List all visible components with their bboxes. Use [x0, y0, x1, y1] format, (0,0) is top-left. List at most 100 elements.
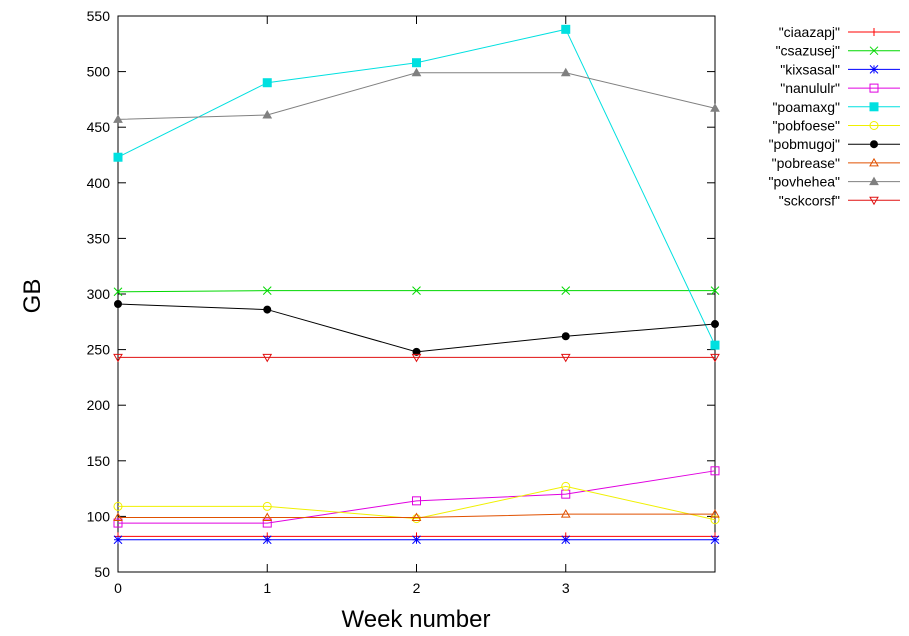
legend-item: "kixsasal": [780, 61, 900, 77]
data-point: [113, 152, 123, 162]
legend-label: "ciaazapj": [779, 24, 840, 40]
data-point: [561, 535, 571, 545]
legend-item: "nanululr": [780, 80, 900, 96]
legend-label: "pobfoese": [772, 118, 840, 134]
marker-shape: [113, 353, 123, 363]
marker-stroke: [262, 286, 272, 296]
marker-shape: [411, 67, 422, 77]
marker-shape: [262, 78, 272, 88]
legend-item: "poamaxg": [772, 99, 900, 115]
y-tick-label: 350: [87, 230, 111, 246]
y-tick-label: 500: [87, 64, 111, 80]
data-point: [711, 320, 719, 329]
y-axis-title: GB: [19, 279, 46, 314]
series-line: [117, 28, 716, 346]
marker-shape: [710, 340, 720, 350]
data-point: [263, 305, 272, 314]
legend-marker: [869, 65, 879, 74]
marker-stroke: [869, 65, 879, 74]
marker-shape: [412, 347, 421, 356]
marker-shape: [113, 512, 123, 522]
marker-shape: [412, 514, 421, 524]
data-point: [710, 286, 720, 296]
marker-shape: [710, 103, 720, 112]
data-point: [561, 24, 571, 34]
marker-shape: [114, 300, 122, 309]
series: [113, 466, 720, 528]
marker-shape: [710, 353, 720, 363]
legend-marker: [870, 140, 878, 149]
data-point: [411, 67, 422, 77]
marker-stroke: [710, 286, 720, 296]
marker-stroke: [262, 535, 272, 545]
legend-label: "pobrease": [772, 155, 840, 171]
legend-item: "ciaazapj": [779, 24, 900, 40]
marker-stroke: [561, 286, 571, 296]
data-point: [412, 514, 421, 524]
data-point: [412, 535, 421, 545]
x-tick-label: 0: [114, 580, 122, 596]
data-point: [560, 67, 571, 77]
series-line: [118, 470, 716, 524]
marker-shape: [113, 114, 123, 123]
data-point: [113, 501, 123, 511]
series: [113, 24, 720, 350]
data-point: [412, 286, 421, 296]
data-point: [113, 353, 123, 363]
series-line: [117, 303, 716, 353]
x-axis: 0 1 2 3: [114, 16, 570, 596]
marker-shape: [561, 24, 571, 34]
marker-stroke: [710, 535, 720, 545]
marker-shape: [262, 501, 272, 511]
marker-shape: [869, 157, 879, 167]
marker-shape: [411, 353, 422, 363]
marker-shape: [412, 496, 421, 506]
legend-marker: [869, 157, 879, 167]
data-point: [560, 509, 571, 518]
series-layer: [113, 24, 720, 545]
marker-stroke: [561, 535, 571, 545]
data-point: [710, 509, 720, 518]
marker-shape: [262, 109, 273, 119]
legend-label: "nanululr": [780, 80, 840, 96]
marker-shape: [262, 518, 272, 528]
series: [113, 535, 720, 545]
series-line: [118, 513, 715, 519]
marker-shape: [869, 102, 879, 112]
legend-item: "pobmugoj": [769, 136, 900, 152]
legend-label: "kixsasal": [780, 61, 840, 77]
legend-item: "povhehea": [769, 174, 900, 190]
series: [113, 481, 720, 525]
data-point: [412, 58, 421, 68]
marker-stroke: [412, 286, 421, 296]
data-point: [262, 286, 272, 296]
marker-shape: [711, 320, 719, 329]
legend-label: "povhehea": [769, 174, 840, 190]
y-tick-label: 550: [87, 8, 111, 24]
data-point: [113, 518, 123, 528]
legend-label: "poamaxg": [772, 99, 840, 115]
data-point: [262, 535, 272, 545]
marker-shape: [869, 121, 879, 130]
data-point: [412, 496, 421, 506]
marker-stroke: [412, 535, 421, 545]
marker-stroke: [113, 287, 123, 297]
y-tick-label: 200: [87, 397, 111, 413]
marker-shape: [560, 67, 571, 77]
data-point: [710, 466, 720, 476]
y-tick-label: 400: [87, 175, 111, 191]
data-point: [710, 340, 720, 350]
x-tick-label: 1: [263, 580, 271, 596]
data-point: [411, 512, 422, 522]
marker-shape: [560, 353, 571, 363]
legend-marker: [869, 176, 879, 186]
y-tick-label: 50: [94, 564, 110, 580]
series: [113, 509, 720, 522]
data-point: [412, 347, 421, 356]
data-point: [113, 114, 123, 123]
series: [114, 300, 719, 356]
marker-shape: [411, 512, 422, 522]
data-point: [561, 286, 571, 296]
x-tick-label: 2: [413, 580, 421, 596]
plot-frame: [117, 15, 716, 573]
